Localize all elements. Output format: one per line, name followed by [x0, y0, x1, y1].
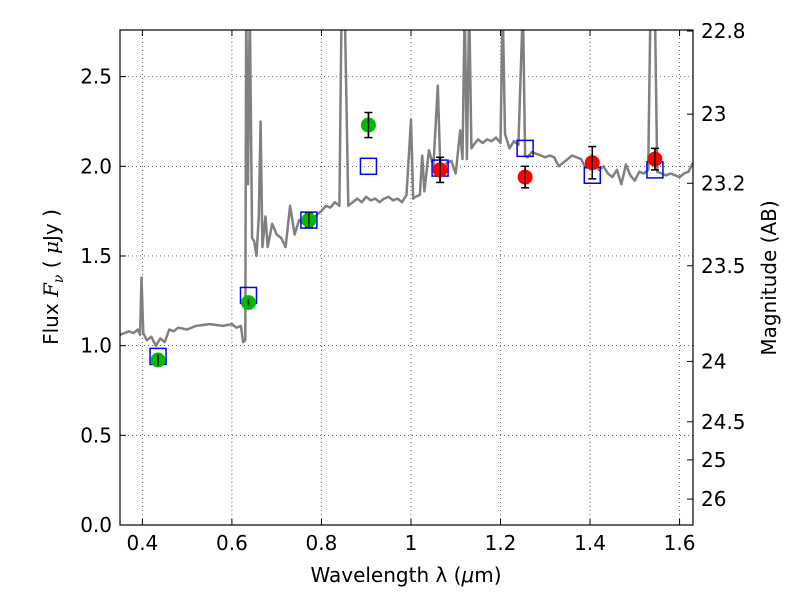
y2-tick-label: 23.5 — [701, 254, 746, 278]
x-tick-label: 1 — [405, 531, 418, 555]
x-tick-label: 1.4 — [574, 531, 606, 555]
grid-lines — [120, 30, 693, 526]
y2-tick-label: 22.8 — [701, 19, 746, 43]
plot-frame — [119, 29, 694, 526]
y-tick-label: 1.0 — [80, 334, 112, 358]
y2-tick-label: 24 — [701, 349, 726, 373]
model-square-marker — [300, 211, 318, 229]
y-tick-label: 0.5 — [80, 423, 112, 447]
model-square-marker — [359, 157, 378, 176]
model-square-marker — [516, 139, 534, 158]
plot-area — [120, 30, 693, 368]
y2-axis-label: Magnitude (AB) — [757, 200, 781, 355]
y-tick-label: 1.5 — [80, 244, 112, 268]
y2-tick-label: 23.2 — [701, 171, 746, 195]
y2-tick-label: 24.5 — [701, 410, 746, 434]
y2-tick-label: 23 — [701, 102, 726, 126]
y-tick-label: 0.0 — [80, 513, 112, 537]
y-tick-label: 2.0 — [80, 154, 112, 178]
x-tick-label: 1.2 — [485, 531, 517, 555]
y2-tick-label: 25 — [701, 448, 726, 472]
x-tick-label: 0.8 — [306, 531, 338, 555]
y-axis-label: Flux Fν ( μJy ) — [39, 209, 67, 345]
y2-tick-label: 26 — [701, 487, 726, 511]
axis-ticks: 0.4 0.6 0.8 1 1.2 1.4 1.6 0.0 0.5 1.0 1.5 2.0 2.5 22.… — [80, 19, 745, 555]
x-tick-label: 0.4 — [126, 531, 158, 555]
y-tick-label: 2.5 — [80, 65, 112, 89]
x-tick-label: 0.6 — [216, 531, 248, 555]
spectrum-line — [120, 30, 693, 347]
x-axis-label: Wavelength λ (μm) — [310, 563, 501, 587]
x-tick-label: 1.6 — [664, 531, 696, 555]
